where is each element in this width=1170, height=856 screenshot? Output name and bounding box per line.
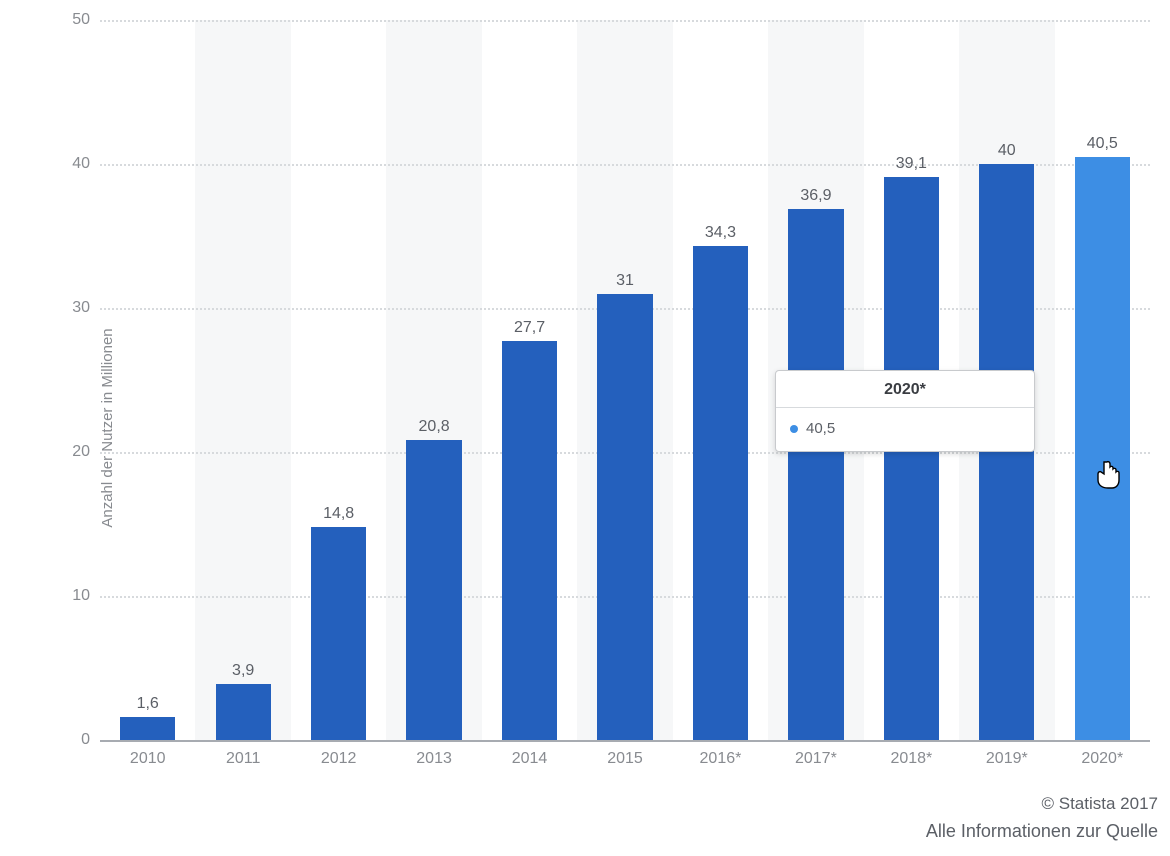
tooltip: 2020* 40,5 [775,370,1035,452]
y-tick-label: 30 [40,299,90,317]
source-link[interactable]: Alle Informationen zur Quelle [926,817,1158,846]
bar[interactable]: 3,9 [216,684,271,740]
bar[interactable]: 14,8 [311,527,366,740]
x-tick-label: 2012 [291,750,386,768]
bar-value-label: 3,9 [216,662,271,680]
bar[interactable]: 34,3 [693,246,748,740]
bar-value-label: 14,8 [311,505,366,523]
chart-footer: © Statista 2017 Alle Informationen zur Q… [926,790,1158,846]
bar-value-label: 20,8 [406,418,461,436]
x-tick-label: 2010 [100,750,195,768]
tooltip-title: 2020* [776,371,1034,408]
bar-value-label: 31 [597,272,652,290]
bar-value-label: 40 [979,142,1034,160]
x-tick-label: 2018* [864,750,959,768]
y-tick-label: 10 [40,587,90,605]
bar-value-label: 36,9 [788,187,843,205]
bar[interactable]: 20,8 [406,440,461,740]
x-tick-label: 2020* [1055,750,1150,768]
bar[interactable]: 40,5 [1075,157,1130,740]
x-tick-label: 2015 [577,750,672,768]
y-tick-label: 40 [40,155,90,173]
chart-container: Anzahl der Nutzer in Millionen 010203040… [0,0,1170,856]
bar[interactable]: 1,6 [120,717,175,740]
tooltip-dot-icon [790,425,798,433]
bar[interactable]: 27,7 [502,341,557,740]
bar-value-label: 40,5 [1075,135,1130,153]
x-tick-label: 2019* [959,750,1054,768]
tooltip-value: 40,5 [806,420,835,437]
bar-value-label: 1,6 [120,695,175,713]
y-tick-label: 20 [40,443,90,461]
bar-value-label: 27,7 [502,319,557,337]
bar[interactable]: 36,9 [788,209,843,740]
bar-value-label: 34,3 [693,224,748,242]
tooltip-row: 40,5 [776,408,1034,451]
copyright-text: © Statista 2017 [926,790,1158,817]
x-tick-label: 2017* [768,750,863,768]
x-tick-label: 2011 [195,750,290,768]
x-tick-label: 2016* [673,750,768,768]
bar[interactable]: 31 [597,294,652,740]
bar-value-label: 39,1 [884,155,939,173]
x-tick-label: 2013 [386,750,481,768]
x-tick-label: 2014 [482,750,577,768]
baseline [100,740,1150,742]
bar[interactable]: 40 [979,164,1034,740]
y-tick-label: 50 [40,11,90,29]
bar[interactable]: 39,1 [884,177,939,740]
y-tick-label: 0 [40,731,90,749]
